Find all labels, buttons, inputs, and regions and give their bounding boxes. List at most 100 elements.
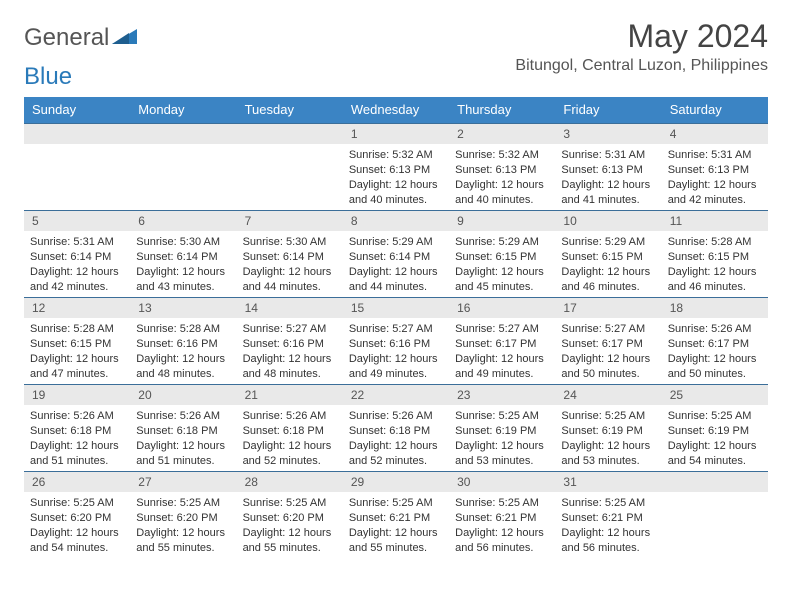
daylight-text-2: and 49 minutes.: [455, 367, 549, 382]
sunrise-text: Sunrise: 5:26 AM: [243, 409, 337, 424]
day-cell: Sunrise: 5:32 AMSunset: 6:13 PMDaylight:…: [343, 144, 449, 210]
sunrise-text: Sunrise: 5:31 AM: [561, 148, 655, 163]
daylight-text-1: Daylight: 12 hours: [243, 352, 337, 367]
sunrise-text: Sunrise: 5:25 AM: [455, 496, 549, 511]
weekday-header: Wednesday: [343, 97, 449, 123]
day-number: [237, 124, 343, 144]
daylight-text-1: Daylight: 12 hours: [668, 439, 762, 454]
sunset-text: Sunset: 6:15 PM: [561, 250, 655, 265]
sunset-text: Sunset: 6:21 PM: [455, 511, 549, 526]
daylight-text-2: and 55 minutes.: [136, 541, 230, 556]
day-cell: Sunrise: 5:31 AMSunset: 6:13 PMDaylight:…: [662, 144, 768, 210]
day-cell: Sunrise: 5:30 AMSunset: 6:14 PMDaylight:…: [130, 231, 236, 297]
daylight-text-2: and 45 minutes.: [455, 280, 549, 295]
day-number: 21: [237, 385, 343, 405]
sunset-text: Sunset: 6:19 PM: [668, 424, 762, 439]
sunrise-text: Sunrise: 5:25 AM: [30, 496, 124, 511]
sunset-text: Sunset: 6:13 PM: [349, 163, 443, 178]
day-cell: Sunrise: 5:27 AMSunset: 6:16 PMDaylight:…: [237, 318, 343, 384]
sunrise-text: Sunrise: 5:27 AM: [349, 322, 443, 337]
day-number: 20: [130, 385, 236, 405]
weekday-header: Monday: [130, 97, 236, 123]
daylight-text-2: and 56 minutes.: [561, 541, 655, 556]
sunset-text: Sunset: 6:14 PM: [30, 250, 124, 265]
day-cell: [662, 492, 768, 558]
sunset-text: Sunset: 6:20 PM: [136, 511, 230, 526]
day-number: 19: [24, 385, 130, 405]
daylight-text-2: and 44 minutes.: [349, 280, 443, 295]
daynum-row: 19202122232425: [24, 384, 768, 405]
day-cell: Sunrise: 5:29 AMSunset: 6:15 PMDaylight:…: [555, 231, 661, 297]
daylight-text-1: Daylight: 12 hours: [243, 439, 337, 454]
day-cell: Sunrise: 5:32 AMSunset: 6:13 PMDaylight:…: [449, 144, 555, 210]
day-number: 26: [24, 472, 130, 492]
daylight-text-2: and 49 minutes.: [349, 367, 443, 382]
day-number: 15: [343, 298, 449, 318]
daynum-row: 12131415161718: [24, 297, 768, 318]
sunset-text: Sunset: 6:21 PM: [349, 511, 443, 526]
daylight-text-1: Daylight: 12 hours: [561, 265, 655, 280]
day-number: 4: [662, 124, 768, 144]
daylight-text-2: and 46 minutes.: [668, 280, 762, 295]
sunset-text: Sunset: 6:20 PM: [30, 511, 124, 526]
day-cell: Sunrise: 5:28 AMSunset: 6:16 PMDaylight:…: [130, 318, 236, 384]
day-data-row: Sunrise: 5:28 AMSunset: 6:15 PMDaylight:…: [24, 318, 768, 384]
day-number: 11: [662, 211, 768, 231]
sunset-text: Sunset: 6:21 PM: [561, 511, 655, 526]
day-data-row: Sunrise: 5:25 AMSunset: 6:20 PMDaylight:…: [24, 492, 768, 558]
day-cell: Sunrise: 5:26 AMSunset: 6:18 PMDaylight:…: [343, 405, 449, 471]
daylight-text-2: and 56 minutes.: [455, 541, 549, 556]
sunrise-text: Sunrise: 5:32 AM: [455, 148, 549, 163]
day-cell: Sunrise: 5:27 AMSunset: 6:17 PMDaylight:…: [555, 318, 661, 384]
weekday-header-row: Sunday Monday Tuesday Wednesday Thursday…: [24, 97, 768, 123]
sunset-text: Sunset: 6:13 PM: [455, 163, 549, 178]
daylight-text-2: and 42 minutes.: [30, 280, 124, 295]
day-cell: Sunrise: 5:25 AMSunset: 6:19 PMDaylight:…: [662, 405, 768, 471]
daylight-text-1: Daylight: 12 hours: [30, 439, 124, 454]
daylight-text-1: Daylight: 12 hours: [668, 178, 762, 193]
day-cell: Sunrise: 5:31 AMSunset: 6:14 PMDaylight:…: [24, 231, 130, 297]
daylight-text-2: and 43 minutes.: [136, 280, 230, 295]
daylight-text-1: Daylight: 12 hours: [561, 526, 655, 541]
daylight-text-1: Daylight: 12 hours: [349, 265, 443, 280]
sunset-text: Sunset: 6:18 PM: [349, 424, 443, 439]
sunset-text: Sunset: 6:15 PM: [30, 337, 124, 352]
sunset-text: Sunset: 6:20 PM: [243, 511, 337, 526]
sunset-text: Sunset: 6:17 PM: [561, 337, 655, 352]
daylight-text-2: and 55 minutes.: [243, 541, 337, 556]
daylight-text-1: Daylight: 12 hours: [136, 526, 230, 541]
day-cell: Sunrise: 5:25 AMSunset: 6:21 PMDaylight:…: [555, 492, 661, 558]
day-number: 22: [343, 385, 449, 405]
day-number: 14: [237, 298, 343, 318]
day-data-row: Sunrise: 5:31 AMSunset: 6:14 PMDaylight:…: [24, 231, 768, 297]
day-number: [130, 124, 236, 144]
sunrise-text: Sunrise: 5:25 AM: [668, 409, 762, 424]
day-number: 1: [343, 124, 449, 144]
day-number: 2: [449, 124, 555, 144]
logo-triangle-icon: [112, 24, 138, 52]
day-number: 25: [662, 385, 768, 405]
sunrise-text: Sunrise: 5:25 AM: [136, 496, 230, 511]
day-number: 17: [555, 298, 661, 318]
day-number: 12: [24, 298, 130, 318]
daylight-text-1: Daylight: 12 hours: [30, 265, 124, 280]
day-number: 28: [237, 472, 343, 492]
daylight-text-1: Daylight: 12 hours: [136, 265, 230, 280]
daylight-text-1: Daylight: 12 hours: [561, 178, 655, 193]
sunset-text: Sunset: 6:17 PM: [455, 337, 549, 352]
sunset-text: Sunset: 6:13 PM: [561, 163, 655, 178]
day-number: 13: [130, 298, 236, 318]
day-cell: Sunrise: 5:25 AMSunset: 6:21 PMDaylight:…: [449, 492, 555, 558]
daylight-text-1: Daylight: 12 hours: [243, 265, 337, 280]
day-cell: Sunrise: 5:27 AMSunset: 6:17 PMDaylight:…: [449, 318, 555, 384]
sunset-text: Sunset: 6:17 PM: [668, 337, 762, 352]
daylight-text-1: Daylight: 12 hours: [455, 265, 549, 280]
day-number: 30: [449, 472, 555, 492]
month-title: May 2024: [515, 18, 768, 55]
location: Bitungol, Central Luzon, Philippines: [515, 57, 768, 75]
sunset-text: Sunset: 6:15 PM: [455, 250, 549, 265]
sunrise-text: Sunrise: 5:25 AM: [561, 409, 655, 424]
day-cell: Sunrise: 5:25 AMSunset: 6:20 PMDaylight:…: [24, 492, 130, 558]
day-number: 5: [24, 211, 130, 231]
day-number: 27: [130, 472, 236, 492]
